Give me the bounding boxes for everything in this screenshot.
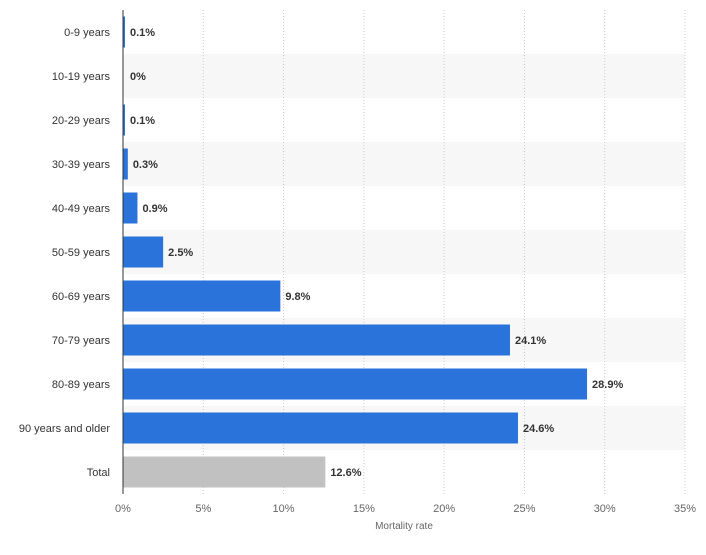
bar[interactable] [123,192,138,224]
category-label: Total [87,467,110,479]
x-tick-label: 20% [433,503,455,515]
bar[interactable] [123,16,125,48]
bar[interactable] [123,412,519,444]
bar[interactable] [123,148,128,180]
row-band [123,54,685,98]
category-label: 50-59 years [52,247,111,259]
category-label: 40-49 years [52,203,111,215]
category-label: 10-19 years [52,71,111,83]
data-label: 24.1% [515,335,546,347]
category-label: 70-79 years [52,335,111,347]
category-label: 20-29 years [52,115,111,127]
data-label: 0% [130,71,146,83]
x-tick-label: 5% [195,503,211,515]
data-label: 9.8% [285,291,310,303]
x-axis-title: Mortality rate [375,521,433,532]
category-label: 30-39 years [52,159,111,171]
data-labels: 0.1% 0% 0.1% 0.3% 0.9% 2.5% 9.8% 24.1% 28.9% 24.6… [130,27,623,479]
row-band [123,142,685,186]
data-label: 12.6% [330,467,361,479]
x-tick-labels: 0% 5% 10% 15% 20% 25% 30% 35% [115,503,696,515]
data-label: 0.9% [142,203,167,215]
x-tick-label: 35% [674,503,696,515]
data-label: 0.1% [130,27,155,39]
category-label: 90 years and older [19,423,110,435]
data-label: 24.6% [523,423,554,435]
x-tick-label: 0% [115,503,131,515]
category-labels: 0-9 years 10-19 years 20-29 years 30-39 yea… [19,27,111,479]
category-label: 0-9 years [64,27,110,39]
x-tick-label: 25% [513,503,535,515]
data-label: 2.5% [168,247,193,259]
x-tick-label: 15% [353,503,375,515]
data-label: 28.9% [592,379,623,391]
bar[interactable] [123,368,588,400]
x-tick-label: 30% [594,503,616,515]
bar[interactable] [123,104,125,136]
bar[interactable] [123,236,164,268]
bar[interactable] [123,280,281,312]
data-label: 0.1% [130,115,155,127]
bar-total[interactable] [123,456,326,488]
bars [123,16,588,488]
x-tick-label: 10% [273,503,295,515]
row-band [123,230,685,274]
bar[interactable] [123,324,510,356]
category-label: 80-89 years [52,379,111,391]
data-label: 0.3% [133,159,158,171]
category-label: 60-69 years [52,291,111,303]
